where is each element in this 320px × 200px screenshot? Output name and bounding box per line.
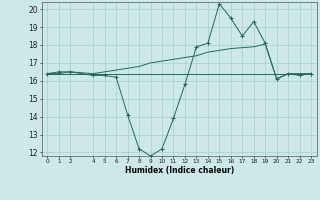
X-axis label: Humidex (Indice chaleur): Humidex (Indice chaleur) xyxy=(124,166,234,175)
